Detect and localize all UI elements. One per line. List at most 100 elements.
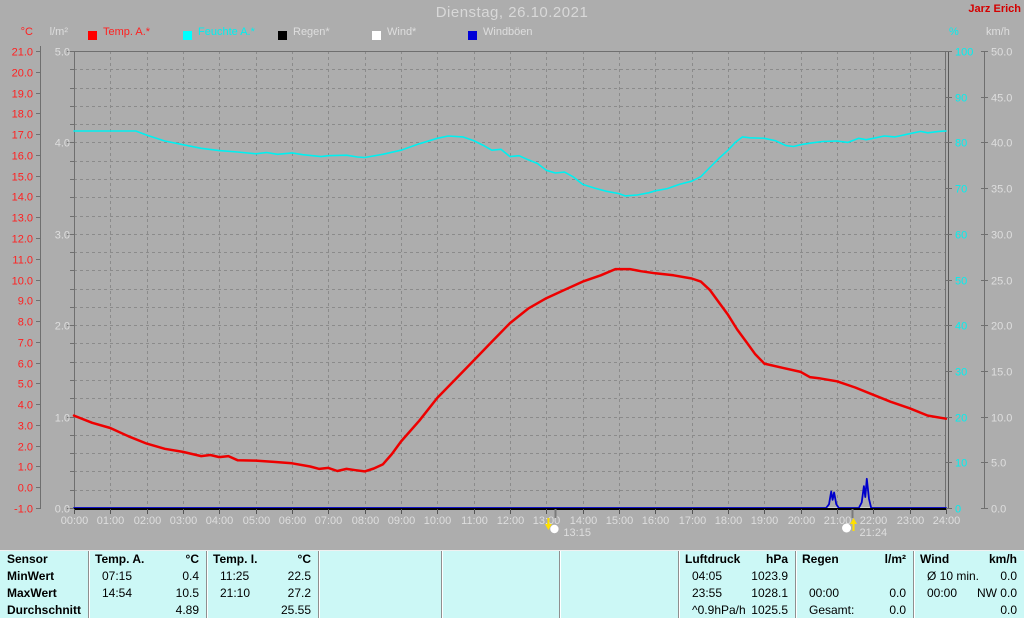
temp-a-swatch-icon — [88, 31, 97, 40]
table-row: MaxWert — [0, 585, 88, 602]
svg-text:80: 80 — [955, 138, 967, 150]
table-row: 07:15 0.4 — [89, 568, 206, 585]
svg-text:12:00: 12:00 — [497, 515, 525, 527]
table-cell-value — [552, 602, 559, 618]
legend-item-windboeen[interactable]: Windböen — [468, 26, 533, 40]
rain-axis-unit: l/m² — [49, 26, 68, 38]
svg-text:0.0: 0.0 — [18, 483, 33, 495]
table-column-name: Temp. I. — [213, 552, 258, 566]
svg-text:18:00: 18:00 — [715, 515, 743, 527]
svg-text:2.0: 2.0 — [18, 442, 33, 454]
table-cell-time — [319, 568, 332, 585]
table-row: Gesamt: 0.0 — [796, 602, 913, 618]
svg-text:10.0: 10.0 — [12, 276, 33, 288]
svg-text:11:00: 11:00 — [461, 515, 488, 527]
svg-text:04:00: 04:00 — [206, 515, 234, 527]
table-cell-time — [207, 602, 220, 618]
table-cell-value: 10.5 — [175, 586, 199, 600]
table-cell-value: 0.0 — [1000, 603, 1017, 617]
table-cell-value — [671, 585, 678, 602]
wind-axis-unit: km/h — [986, 26, 1010, 38]
table-cell-value — [671, 568, 678, 585]
svg-text:10: 10 — [955, 458, 967, 470]
svg-text:0.0: 0.0 — [991, 504, 1006, 516]
table-cell-time — [442, 602, 455, 618]
table-cell-value: 25.55 — [280, 603, 311, 617]
table-cell-time: 21:10 — [220, 586, 251, 600]
table-cell-time: 00:00 — [927, 586, 958, 600]
table-column-header: Temp. A. °C — [89, 551, 206, 568]
table-row — [442, 585, 559, 602]
table-row-label: Durchschnitt — [7, 603, 82, 617]
svg-text:06:00: 06:00 — [279, 515, 307, 527]
table-column-empty-4 — [559, 551, 678, 618]
table-cell-time — [442, 568, 455, 585]
svg-text:16.0: 16.0 — [12, 151, 33, 163]
table-row: Sensor — [0, 551, 88, 568]
svg-text:15:00: 15:00 — [606, 515, 634, 527]
table-row — [560, 602, 678, 618]
svg-text:12.0: 12.0 — [12, 234, 33, 246]
axis-labels: -1.0 0.0 1.0 2.0 3.0 4.0 5.0 6.0 7.0 8.0 9.0 10.0 11… — [12, 47, 1013, 528]
svg-text:08:00: 08:00 — [352, 515, 380, 527]
table-row: 00:00 0.0 — [796, 585, 913, 602]
table-column-empty-2 — [318, 551, 441, 618]
table-column-header — [319, 551, 441, 568]
table-row: 14:54 10.5 — [89, 585, 206, 602]
svg-text:15.0: 15.0 — [991, 367, 1012, 379]
table-row: Ø 10 min. 0.0 — [914, 568, 1024, 585]
table-row — [796, 568, 913, 585]
table-row — [319, 585, 441, 602]
svg-text:10:00: 10:00 — [424, 515, 452, 527]
svg-text:1.0: 1.0 — [18, 462, 33, 474]
table-cell-time — [319, 585, 332, 602]
table-column-unit: hPa — [765, 552, 788, 566]
legend-item-regen[interactable]: Regen* — [278, 26, 330, 40]
legend-item-wind[interactable]: Wind* — [372, 26, 416, 40]
svg-text:100: 100 — [955, 47, 973, 59]
svg-text:20.0: 20.0 — [12, 68, 33, 80]
svg-text:09:00: 09:00 — [388, 515, 416, 527]
svg-text:6.0: 6.0 — [18, 359, 33, 371]
svg-text:21.0: 21.0 — [12, 47, 33, 59]
table-cell-value: 27.2 — [287, 586, 311, 600]
owner-label: Jarz Erich — [968, 3, 1021, 15]
table-row — [560, 568, 678, 585]
legend-item-temp-a[interactable]: Temp. A.* — [88, 26, 150, 40]
svg-text:0: 0 — [955, 504, 961, 516]
temp-axis-unit: °C — [20, 26, 33, 38]
table-column-name — [319, 551, 325, 568]
svg-text:07:00: 07:00 — [315, 515, 343, 527]
table-column-header: Regen l/m² — [796, 551, 913, 568]
table-cell-value: 0.0 — [889, 603, 906, 617]
table-row: 21:10 27.2 — [207, 585, 318, 602]
svg-text:2.0: 2.0 — [55, 321, 70, 333]
svg-text:3.0: 3.0 — [18, 421, 33, 433]
svg-text:9.0: 9.0 — [18, 296, 33, 308]
table-cell-time: ^0.9hPa/h — [692, 603, 746, 617]
table-column-wind: Wind km/h Ø 10 min. 0.0 00:00 NW 0.0 0.0 — [913, 551, 1024, 618]
svg-text:13:15: 13:15 — [563, 527, 591, 539]
svg-text:14:00: 14:00 — [570, 515, 598, 527]
summary-table: Sensor MinWert MaxWert Durchschnitt Temp. A.… — [0, 550, 1024, 618]
legend-item-feuchte-a[interactable]: Feuchte A.* — [183, 26, 255, 40]
table-cell-value — [671, 602, 678, 618]
svg-text:14.0: 14.0 — [12, 192, 33, 204]
table-column-name — [560, 551, 566, 568]
wind-swatch-icon — [372, 31, 381, 40]
svg-text:0.0: 0.0 — [55, 504, 70, 516]
svg-text:10.0: 10.0 — [991, 413, 1012, 425]
table-row-label: MinWert — [7, 569, 55, 583]
svg-text:11.0: 11.0 — [12, 255, 33, 267]
chart-plot-area[interactable]: -1.0 0.0 1.0 2.0 3.0 4.0 5.0 6.0 7.0 8.0 9.0 10.0 11… — [0, 0, 1024, 550]
table-row — [560, 585, 678, 602]
table-row-label-column: Sensor MinWert MaxWert Durchschnitt — [0, 551, 88, 618]
svg-text:-1.0: -1.0 — [14, 504, 33, 516]
table-column-name: Wind — [920, 552, 950, 566]
svg-text:3.0: 3.0 — [55, 230, 70, 242]
table-column-name: Luftdruck — [685, 552, 741, 566]
table-row: 23:55 1028.1 — [679, 585, 795, 602]
svg-text:19:00: 19:00 — [751, 515, 779, 527]
table-column-unit — [434, 551, 441, 568]
